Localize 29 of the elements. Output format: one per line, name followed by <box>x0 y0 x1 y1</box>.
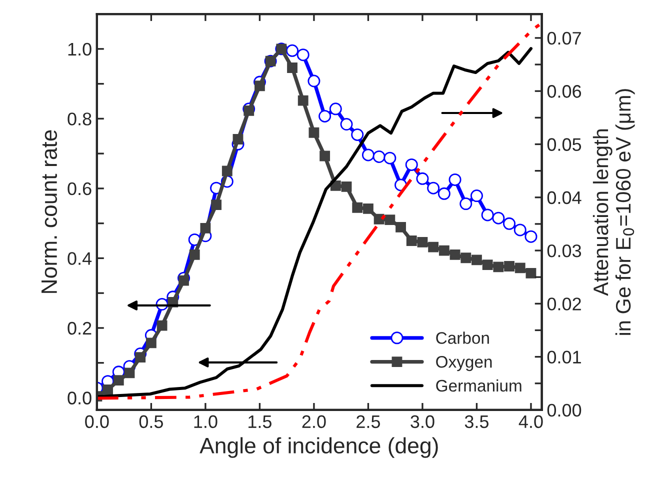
y-tick-label: 0.0 <box>68 392 92 404</box>
y2-tick-label: 0.04 <box>547 191 582 204</box>
y2-tick-label: 0.01 <box>547 350 581 364</box>
x-tick-label: 0.0 <box>85 415 109 428</box>
legend-label: Germanium <box>436 379 522 392</box>
y2-axis-title: Attenuation length in Ge for E$_{0}$=1060 eV (μm) <box>592 89 635 335</box>
x-tick-label: 3.5 <box>464 415 489 428</box>
x-tick-label: 2.0 <box>302 415 326 428</box>
y-tick-label: 0.8 <box>68 112 92 126</box>
y2-tick-label: 0.07 <box>547 32 581 45</box>
x-tick-label: 2.5 <box>356 415 380 428</box>
y-tick-label: 0.2 <box>68 322 92 335</box>
legend-label: Oxygen <box>436 356 492 372</box>
x-axis-title: Angle of incidence (deg) <box>200 437 438 458</box>
x-tick-label: 4.0 <box>518 415 543 428</box>
y-tick-label: 0.4 <box>68 252 92 265</box>
y2-tick-label: 0.02 <box>547 298 581 310</box>
legend-label: Carbon <box>436 332 489 344</box>
y2-tick-label: 0.05 <box>547 138 582 151</box>
y-tick-label: 1.0 <box>68 42 92 56</box>
y-tick-label: 0.6 <box>68 182 92 196</box>
x-tick-label: 3.0 <box>410 415 434 428</box>
y2-tick-label: 0.03 <box>547 244 582 258</box>
x-tick-label: 1.0 <box>194 415 218 428</box>
y2-tick-label: 0.06 <box>547 85 582 98</box>
y-axis-title: Norm. count rate <box>42 130 58 293</box>
x-tick-label: 0.5 <box>139 415 163 428</box>
y2-tick-label: 0.00 <box>547 404 582 417</box>
x-tick-label: 1.5 <box>248 415 272 428</box>
